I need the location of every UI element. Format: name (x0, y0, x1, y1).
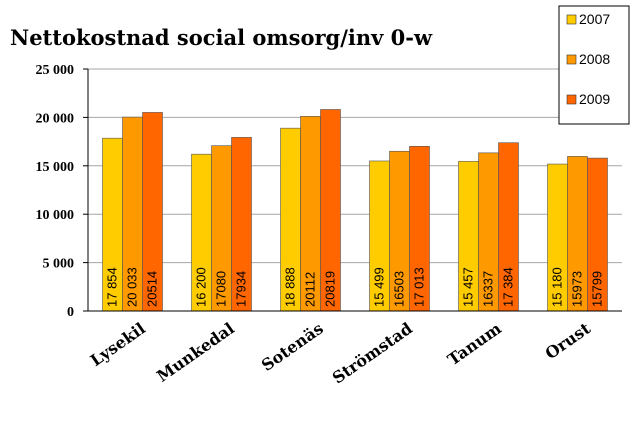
gridlines (88, 68, 622, 264)
legend-swatch (566, 94, 577, 105)
bar-value-label: 17 013 (412, 267, 427, 307)
bar-value-labels: 17 854 20 033 20514 16 200 17080 17934 18 888 2… (105, 267, 605, 307)
bar-value-label: 15 499 (372, 267, 387, 307)
legend-label: 2009 (579, 91, 610, 107)
bar-value-label: 17 854 (105, 267, 120, 307)
bar-value-label: 15 457 (461, 267, 476, 307)
bar-value-label: 15973 (570, 271, 585, 307)
x-tick-label: Tanum (444, 319, 505, 370)
y-tick-label: 20 000 (36, 111, 75, 126)
bar-value-label: 20819 (323, 271, 338, 307)
chart-title: Nettokostnad social omsorg/inv 0-w (10, 25, 433, 50)
bar-value-label: 15 180 (550, 267, 565, 307)
axes (87, 69, 622, 312)
x-tick-label: Munkedal (153, 319, 238, 386)
bar-value-label: 16 200 (194, 267, 209, 307)
bar-value-label: 15799 (590, 271, 605, 307)
legend-swatch (566, 14, 577, 25)
legend-label: 2007 (579, 11, 610, 27)
bars (102, 109, 608, 312)
bar-value-label: 17934 (234, 271, 249, 307)
y-tick-label: 15 000 (36, 160, 75, 175)
bar-value-label: 20112 (303, 272, 318, 307)
bar-value-label: 18 888 (283, 267, 298, 307)
x-axis-ticks: Lysekil Munkedal Sotenäs Strömstad Tanum Orus… (87, 318, 595, 387)
legend-swatch (566, 54, 577, 65)
y-tick-label: 0 (67, 305, 74, 320)
x-tick-label: Strömstad (329, 319, 416, 388)
bar-value-label: 17080 (214, 271, 229, 307)
legend-box (558, 5, 630, 125)
bar-value-label: 16337 (481, 271, 496, 307)
x-tick-label: Orust (542, 318, 595, 363)
y-tick-label: 25 000 (36, 63, 75, 78)
y-tick-label: 10 000 (36, 208, 75, 223)
x-tick-label: Sotenäs (258, 319, 327, 375)
legend: 2007 2008 2009 (558, 5, 630, 125)
bar-value-label: 16503 (392, 271, 407, 307)
bar-value-label: 17 384 (501, 267, 516, 307)
bar-value-label: 20514 (145, 271, 160, 307)
y-axis-ticks: 0 5 000 10 000 15 000 20 000 25 000 (36, 63, 88, 320)
bar-value-label: 20 033 (125, 267, 140, 307)
legend-label: 2008 (579, 51, 610, 67)
y-tick-label: 5 000 (43, 257, 75, 272)
x-tick-label: Lysekil (87, 319, 149, 370)
